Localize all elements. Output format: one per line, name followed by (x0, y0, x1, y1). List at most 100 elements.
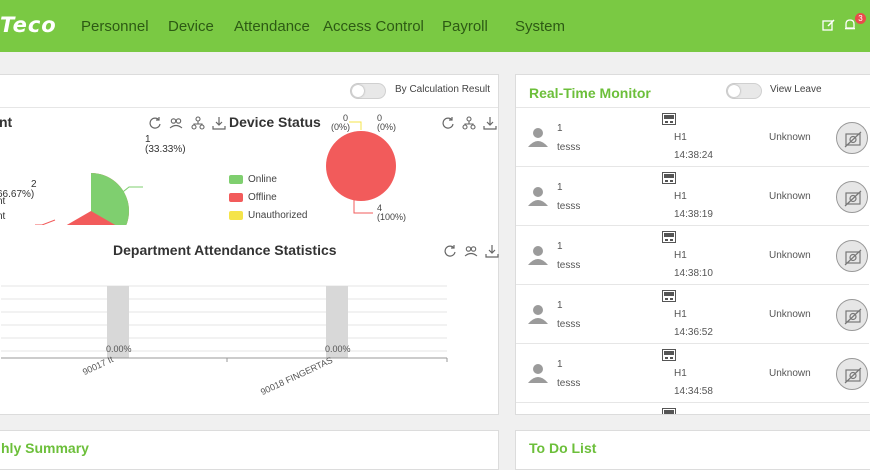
legend-offline[interactable]: Offline (248, 192, 277, 203)
pie1-legend-fragment-2: nt (0, 211, 6, 222)
user-avatar-icon (526, 303, 550, 330)
device-status-label-offline-pct: (100%) (377, 212, 407, 222)
hierarchy-icon-device[interactable] (462, 116, 476, 130)
monitor-row-status: Unknown (769, 368, 811, 379)
department-stats-title: Department Attendance Statistics (113, 242, 337, 258)
department-bar-90018 (326, 286, 348, 358)
no-photo-icon (836, 299, 868, 331)
monitor-row-id: 1 (557, 241, 563, 252)
overview-panel: By Calculation Result nt 1 (33.33%) 2 66… (0, 74, 499, 415)
legend-swatch-offline (229, 193, 243, 202)
device-icon (662, 171, 676, 189)
department-bar-label-1: 0.00% (106, 344, 132, 354)
legend-unauthorized[interactable]: Unauthorized (248, 210, 308, 221)
realtime-monitor-title: Real-Time Monitor (529, 85, 651, 101)
group-icon-department[interactable] (464, 244, 478, 258)
monitor-row-device: H1 (674, 191, 687, 202)
device-icon (662, 348, 676, 366)
device-status-label-online-value: 0 (343, 113, 349, 123)
download-icon-device[interactable] (483, 116, 497, 130)
monitor-row-id: 1 (557, 300, 563, 311)
device-status-label-unauth-pct: (0%) (377, 122, 397, 132)
legend-online[interactable]: Online (248, 174, 277, 185)
monitor-row-id: 1 (557, 123, 563, 134)
refresh-icon-device[interactable] (441, 116, 455, 130)
hierarchy-icon[interactable] (191, 116, 205, 130)
pie1-chart (35, 173, 143, 225)
device-status-pie (326, 121, 396, 214)
department-bar-label-2: 0.00% (325, 344, 351, 354)
pie1-legend-fragment: nt (0, 196, 6, 207)
nav-payroll[interactable]: Payroll (442, 18, 488, 35)
monitor-row-status: Unknown (769, 309, 811, 320)
todo-list-panel: To Do List (515, 430, 870, 470)
monitor-row-status: Unknown (769, 250, 811, 261)
monitor-row-name: tesss (557, 319, 581, 330)
group-icon[interactable] (169, 116, 183, 130)
user-avatar-icon (526, 185, 550, 212)
realtime-monitor-panel: Real-Time Monitor View Leave 1 tesss H1 … (515, 74, 870, 415)
nav-system[interactable]: System (515, 18, 566, 35)
refresh-icon-department[interactable] (443, 244, 457, 258)
department-bar-90017 (107, 286, 129, 358)
monitor-row-device: H1 (674, 250, 687, 261)
pie1-title-fragment: nt (0, 114, 13, 130)
monthly-summary-title: hly Summary (1, 440, 89, 456)
monitor-row[interactable]: 1 tesss H1 14:38:10 Unknown (516, 226, 869, 285)
no-photo-icon (836, 358, 868, 390)
device-icon (662, 112, 676, 130)
pie1-slice-green (91, 173, 129, 225)
calculation-result-toggle[interactable] (350, 83, 386, 99)
nav-access-control[interactable]: Access Control (323, 18, 424, 35)
nav-attendance[interactable]: Attendance (234, 18, 310, 35)
monitor-row-name: tesss (557, 142, 581, 153)
monitor-row[interactable]: 1 tesss H1 14:38:19 Unknown (516, 167, 869, 226)
legend-swatch-online (229, 175, 243, 184)
todo-list-title: To Do List (529, 440, 597, 456)
user-avatar-icon (526, 126, 550, 153)
monitor-row[interactable]: 1 tesss H1 14:34:58 Unknown (516, 344, 869, 403)
device-status-label-unauth-value: 0 (377, 113, 383, 123)
monitor-row-time: 14:38:24 (674, 150, 713, 161)
pie1-label-a-pct: (33.33%) (145, 144, 186, 155)
monitor-row-name: tesss (557, 378, 581, 389)
device-icon (662, 230, 676, 248)
monitor-row[interactable]: 1 tesss H1 14:36:52 Unknown (516, 285, 869, 344)
view-leave-toggle[interactable] (726, 83, 762, 99)
monitor-row-name: tesss (557, 260, 581, 271)
download-icon[interactable] (212, 116, 226, 130)
device-icon (662, 407, 676, 414)
nav-device[interactable]: Device (168, 18, 214, 35)
refresh-icon[interactable] (148, 116, 162, 130)
device-status-slice-offline (326, 131, 396, 201)
monitor-row-id: 1 (557, 359, 563, 370)
nav-personnel[interactable]: Personnel (81, 18, 149, 35)
brand-logo[interactable]: Teco (0, 13, 57, 37)
user-avatar-icon (526, 244, 550, 271)
bell-icon[interactable] (843, 18, 859, 32)
device-status-label-online-pct: (0%) (331, 122, 351, 132)
monitor-row-time: 14:34:58 (674, 386, 713, 397)
notification-badge: 3 (855, 13, 866, 24)
user-avatar-icon (526, 362, 550, 389)
monitor-row-device: H1 (674, 368, 687, 379)
legend-swatch-unauthorized (229, 211, 243, 220)
device-status-title: Device Status (229, 114, 321, 130)
department-bar-chart (1, 285, 448, 362)
no-photo-icon (836, 240, 868, 272)
monitor-row-status: Unknown (769, 191, 811, 202)
monitor-row[interactable]: 1 tesss H1 14:38:24 Unknown (516, 108, 869, 167)
monitor-row-name: tesss (557, 201, 581, 212)
view-leave-label: View Leave (770, 84, 822, 95)
monitor-row-id: 1 (557, 182, 563, 193)
monthly-summary-panel: hly Summary (0, 430, 499, 470)
monitor-row-time: 14:36:52 (674, 327, 713, 338)
no-photo-icon (836, 122, 868, 154)
edit-icon[interactable] (822, 18, 838, 32)
download-icon-department[interactable] (485, 244, 499, 258)
monitor-row-device: H1 (674, 132, 687, 143)
device-status-label-offline-value: 4 (377, 203, 383, 213)
top-navigation-bar: Teco Personnel Device Attendance Access … (0, 0, 870, 52)
monitor-row-time: 14:38:10 (674, 268, 713, 279)
pie1-label-a-value: 1 (145, 134, 151, 145)
